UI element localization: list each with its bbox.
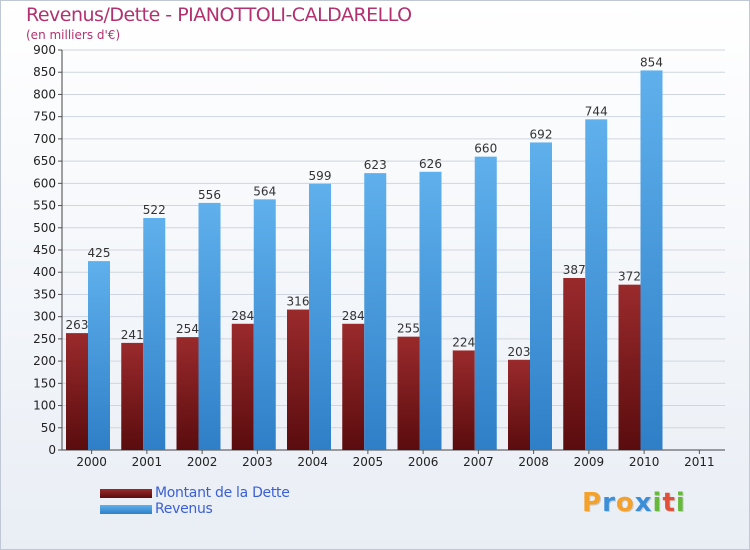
bar-revenus xyxy=(309,183,331,450)
data-label-revenus: 692 xyxy=(530,127,553,141)
bar-dette xyxy=(176,337,199,450)
legend-swatch-revenus xyxy=(100,505,152,514)
data-label-revenus: 744 xyxy=(585,104,608,118)
logo-letter: i xyxy=(652,488,663,518)
logo-letter: i xyxy=(675,488,686,518)
bar-dette xyxy=(66,333,88,450)
y-tick-label: 200 xyxy=(33,354,56,368)
legend-label-dette: Montant de la Dette xyxy=(155,485,290,501)
data-label-dette: 255 xyxy=(397,322,420,336)
bar-revenus xyxy=(88,261,110,450)
bar-revenus xyxy=(419,171,442,450)
x-tick-label: 2001 xyxy=(132,455,163,469)
bar-dette xyxy=(287,309,309,450)
bar-dette xyxy=(618,284,641,450)
chart-title: Revenus/Dette - PIANOTTOLI-CALDARELLO xyxy=(26,4,412,26)
bar-dette xyxy=(397,336,420,450)
x-tick-label: 2002 xyxy=(187,455,218,469)
x-tick-label: 2006 xyxy=(408,455,439,469)
data-label-dette: 372 xyxy=(618,270,641,284)
x-tick-label: 2005 xyxy=(353,455,384,469)
y-tick-label: 600 xyxy=(33,176,56,190)
bar-revenus xyxy=(143,218,166,450)
y-tick-label: 850 xyxy=(33,65,56,79)
y-tick-label: 700 xyxy=(33,132,56,146)
logo-letter: t xyxy=(662,488,676,518)
bar-dette xyxy=(121,342,144,450)
chart-subtitle: (en milliers d'€) xyxy=(26,28,121,42)
data-label-revenus: 660 xyxy=(474,142,497,156)
y-tick-label: 150 xyxy=(33,376,56,390)
bar-dette xyxy=(342,323,365,450)
bar-revenus xyxy=(530,142,552,450)
logo-letter: r xyxy=(602,488,616,518)
data-label-dette: 284 xyxy=(231,309,254,323)
bar-dette xyxy=(508,359,530,450)
data-label-dette: 387 xyxy=(563,263,586,277)
data-label-revenus: 425 xyxy=(88,246,111,260)
data-label-revenus: 556 xyxy=(198,188,221,202)
y-tick-label: 500 xyxy=(33,221,56,235)
data-label-revenus: 522 xyxy=(143,203,166,217)
y-tick-label: 0 xyxy=(48,443,56,457)
legend-label-revenus: Revenus xyxy=(155,501,213,517)
x-tick-label: 2010 xyxy=(629,455,660,469)
data-label-dette: 203 xyxy=(508,345,531,359)
x-tick-label: 2008 xyxy=(518,455,549,469)
bar-dette xyxy=(563,278,586,450)
bar-dette xyxy=(452,350,475,450)
y-tick-label: 350 xyxy=(33,287,56,301)
y-tick-label: 400 xyxy=(33,265,56,279)
y-tick-label: 50 xyxy=(41,421,56,435)
logo-letter: o xyxy=(615,488,635,518)
bar-revenus xyxy=(585,119,608,450)
data-label-revenus: 623 xyxy=(364,158,387,172)
x-tick-label: 2003 xyxy=(242,455,273,469)
x-tick-label: 2007 xyxy=(463,455,494,469)
data-label-revenus: 564 xyxy=(253,184,276,198)
x-tick-label: 2004 xyxy=(297,455,328,469)
data-label-dette: 224 xyxy=(452,335,475,349)
bar-dette xyxy=(231,323,254,450)
bar-revenus xyxy=(253,199,276,450)
y-tick-label: 300 xyxy=(33,310,56,324)
legend-swatch-dette xyxy=(100,489,152,498)
data-label-revenus: 599 xyxy=(309,169,332,183)
bar-revenus xyxy=(474,156,497,450)
y-tick-label: 900 xyxy=(33,43,56,57)
data-label-dette: 263 xyxy=(66,318,89,332)
y-tick-label: 550 xyxy=(33,199,56,213)
data-label-dette: 316 xyxy=(287,295,310,309)
logo-letter: x xyxy=(634,488,653,518)
data-label-dette: 241 xyxy=(121,328,144,342)
y-tick-label: 650 xyxy=(33,154,56,168)
y-tick-label: 100 xyxy=(33,399,56,413)
data-label-dette: 254 xyxy=(176,322,199,336)
x-tick-label: 2009 xyxy=(574,455,605,469)
y-tick-label: 250 xyxy=(33,332,56,346)
logo-letter: P xyxy=(582,488,603,518)
y-tick-label: 750 xyxy=(33,110,56,124)
bar-revenus xyxy=(640,70,663,450)
bar-revenus xyxy=(364,173,387,450)
proxiti-logo: Proxiti xyxy=(582,488,686,518)
x-tick-label: 2011 xyxy=(684,455,715,469)
y-tick-label: 450 xyxy=(33,243,56,257)
data-label-revenus: 626 xyxy=(419,157,442,171)
x-tick-label: 2000 xyxy=(76,455,107,469)
bar-revenus xyxy=(198,202,221,450)
data-label-dette: 284 xyxy=(342,309,365,323)
data-label-revenus: 854 xyxy=(640,55,663,69)
y-tick-label: 800 xyxy=(33,87,56,101)
